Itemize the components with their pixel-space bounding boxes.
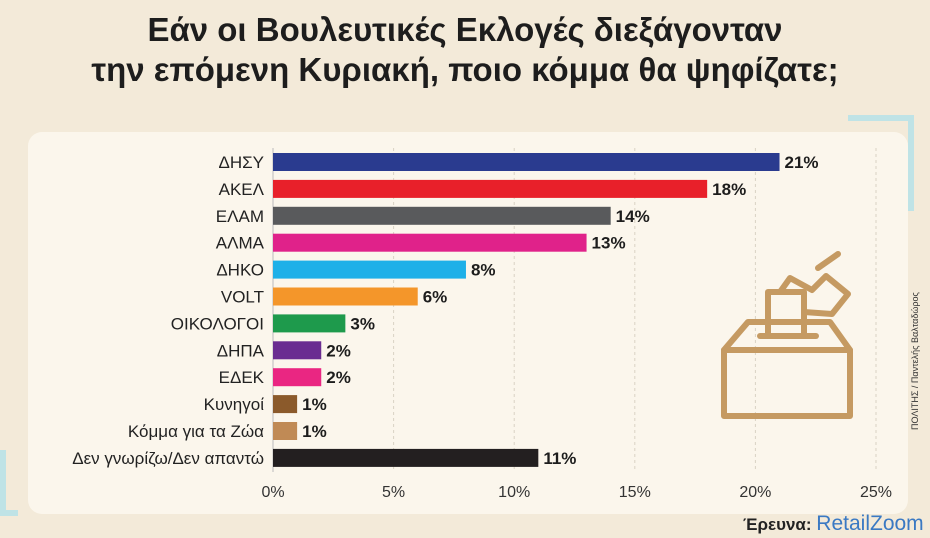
x-tick-label: 5% (382, 484, 405, 501)
category-label: ΔΗΚΟ (216, 261, 264, 280)
bar (273, 341, 322, 360)
data-label: 1% (302, 422, 327, 441)
x-tick-label: 0% (261, 484, 284, 501)
data-label: 11% (543, 449, 576, 468)
data-label: 2% (326, 368, 351, 387)
title-line-2: την επόμενη Κυριακή, ποιο κόμμα θα ψηφίζ… (91, 51, 839, 88)
chart-title: Εάν οι Βουλευτικές Εκλογές διεξάγονταν τ… (0, 10, 930, 90)
bar (273, 314, 346, 333)
category-label: ΔΗΠΑ (217, 341, 265, 360)
category-label: ΑΚΕΛ (219, 180, 265, 199)
bar (273, 368, 322, 387)
data-label: 2% (326, 341, 351, 360)
x-tick-label: 25% (860, 484, 892, 501)
title-line-1: Εάν οι Βουλευτικές Εκλογές διεξάγονταν (147, 11, 783, 48)
category-label: ΕΔΕΚ (219, 368, 265, 387)
data-label: 1% (302, 395, 327, 414)
source-brand: RetailZoom (816, 512, 924, 535)
bar (273, 179, 708, 198)
photo-credit: ΠΟΛΙΤΗΣ / Παντελής Βαλταδώρος (910, 292, 920, 430)
bar (273, 153, 780, 171)
data-label: 21% (785, 153, 819, 172)
bar (273, 448, 539, 467)
source-credit: Έρευνα: RetailZoom (743, 512, 924, 536)
ballot-box-icon (721, 251, 853, 419)
bar (273, 233, 587, 252)
bar (273, 206, 611, 225)
category-label: Κόμμα για τα Ζώα (128, 422, 264, 441)
x-tick-label: 20% (739, 484, 771, 501)
x-tick-label: 15% (619, 484, 651, 501)
bar (273, 260, 466, 279)
data-label: 18% (712, 180, 746, 199)
decorative-corner-top-right (848, 115, 914, 211)
category-label: VOLT (221, 288, 264, 307)
x-tick-label: 10% (498, 484, 530, 501)
data-label: 14% (616, 207, 650, 226)
category-label: ΕΛΑΜ (216, 207, 264, 226)
data-label: 3% (350, 314, 375, 333)
bar (273, 395, 298, 414)
decorative-corner-bottom-left (0, 450, 18, 516)
data-label: 6% (423, 288, 448, 307)
category-label: Δεν γνωρίζω/Δεν απαντώ (72, 449, 264, 468)
category-label: ΑΛΜΑ (216, 234, 265, 253)
bar (273, 287, 418, 306)
data-label: 8% (471, 261, 496, 280)
category-label: ΔΗΣΥ (219, 153, 264, 172)
source-label: Έρευνα: (743, 515, 812, 534)
category-label: Κυνηγοί (204, 395, 265, 414)
bar (273, 422, 298, 440)
data-label: 13% (592, 234, 626, 253)
category-label: ΟΙΚΟΛΟΓΟΙ (171, 314, 264, 333)
